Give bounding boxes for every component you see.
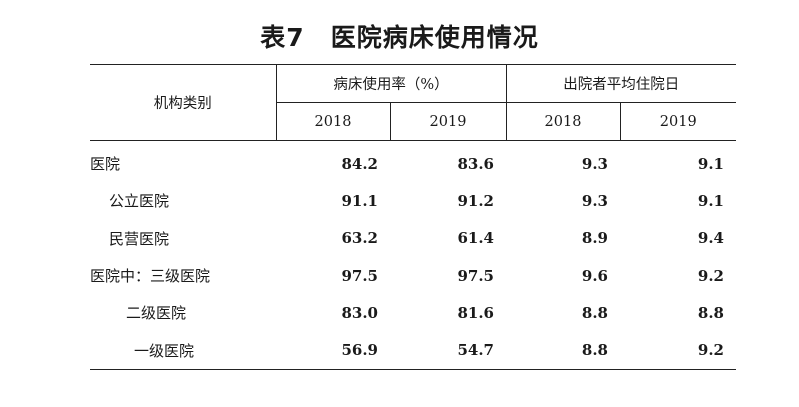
group-header-avg-stay: 出院者平均住院日 [506, 64, 736, 103]
table-cell: 8.8 [697, 303, 724, 322]
table-cell: 91.1 [341, 191, 378, 210]
row-label: 公立医院 [109, 192, 170, 211]
row-label: 医院 [90, 155, 121, 174]
table-cell: 91.2 [457, 191, 494, 210]
table-cell: 8.9 [581, 229, 608, 248]
stub-header: 机构类别 [90, 64, 277, 141]
table-cell: 61.4 [457, 229, 494, 248]
table-cell: 9.1 [697, 154, 724, 173]
table-cell: 9.1 [697, 191, 724, 210]
year-header: 2018 [506, 102, 621, 141]
table-cell: 9.2 [697, 266, 724, 285]
table-cell: 9.2 [620, 331, 736, 370]
row-label: 二级医院 [126, 304, 187, 323]
table-cell: 83.6 [457, 154, 494, 173]
table-cell: 81.6 [457, 303, 494, 322]
table-row: 一级医院 56.9 54.7 8.8 9.2 [90, 331, 736, 370]
hospital-bed-table: 机构类别 病床使用率（%） 出院者平均住院日 2018 2019 2018 20… [90, 64, 736, 370]
table-header: 机构类别 病床使用率（%） 出院者平均住院日 2018 2019 2018 20… [90, 64, 736, 141]
table-row: 医院中：三级医院 97.5 97.5 9.6 9.2 [90, 257, 736, 294]
group-header-bed-usage: 病床使用率（%） [276, 64, 507, 103]
row-label: 医院中：三级医院 [90, 267, 211, 286]
table-cell: 83.0 [341, 303, 378, 322]
hospital-bed-table-container: 机构类别 病床使用率（%） 出院者平均住院日 2018 2019 2018 20… [90, 64, 736, 370]
table-cell: 8.8 [506, 331, 620, 370]
table-body: 医院 84.2 83.6 9.3 9.1 公立医院 91.1 91.2 9.3 9.1 民营医院 63… [90, 141, 736, 370]
table-cell: 84.2 [341, 154, 378, 173]
table-row: 二级医院 83.0 81.6 8.8 8.8 [90, 294, 736, 331]
table-row: 民营医院 63.2 61.4 8.9 9.4 [90, 220, 736, 257]
year-header: 2019 [390, 102, 507, 141]
table-row: 公立医院 91.1 91.2 9.3 9.1 [90, 182, 736, 219]
year-header: 2019 [620, 102, 736, 141]
table-cell: 9.4 [697, 229, 724, 248]
table-cell: 56.9 [276, 331, 390, 370]
table-cell: 9.3 [581, 191, 608, 210]
table-cell: 8.8 [581, 303, 608, 322]
row-label: 民营医院 [109, 229, 170, 248]
year-header: 2018 [276, 102, 391, 141]
table-cell: 97.5 [341, 266, 378, 285]
table-cell: 9.6 [581, 266, 608, 285]
table-cell: 54.7 [390, 331, 506, 370]
row-label: 一级医院 [90, 331, 276, 370]
table-cell: 9.3 [581, 154, 608, 173]
table-title: 表7 医院病床使用情况 [260, 23, 539, 52]
table-cell: 63.2 [341, 229, 378, 248]
table-cell: 97.5 [457, 266, 494, 285]
table-row: 医院 84.2 83.6 9.3 9.1 [90, 141, 736, 183]
